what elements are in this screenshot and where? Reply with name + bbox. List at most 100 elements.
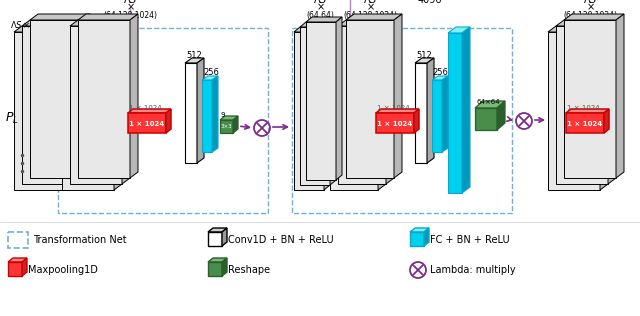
Polygon shape [306, 22, 336, 180]
Polygon shape [202, 76, 218, 80]
Text: 1 × 1024: 1 × 1024 [377, 105, 410, 111]
Text: 4096: 4096 [418, 0, 442, 5]
Text: (64,64): (64,64) [306, 11, 334, 20]
Polygon shape [386, 20, 394, 184]
Text: (64,128,1024): (64,128,1024) [343, 11, 397, 20]
Polygon shape [475, 108, 497, 130]
Polygon shape [346, 14, 402, 20]
Polygon shape [338, 26, 386, 184]
Polygon shape [22, 26, 74, 184]
Polygon shape [62, 26, 122, 32]
Polygon shape [14, 26, 74, 32]
Polygon shape [442, 76, 448, 152]
Polygon shape [222, 258, 227, 276]
Polygon shape [548, 32, 600, 190]
Polygon shape [448, 27, 470, 33]
Polygon shape [600, 26, 608, 190]
Polygon shape [114, 26, 122, 190]
Polygon shape [82, 14, 90, 178]
Polygon shape [564, 14, 624, 20]
Text: $\times$: $\times$ [586, 2, 595, 12]
Polygon shape [74, 20, 82, 184]
Polygon shape [556, 26, 608, 184]
Polygon shape [78, 20, 130, 178]
Polygon shape [202, 80, 212, 152]
Text: FC + BN + ReLU: FC + BN + ReLU [430, 235, 509, 245]
Text: $\times$: $\times$ [125, 2, 134, 12]
Polygon shape [30, 20, 82, 178]
Text: 9: 9 [221, 112, 225, 118]
Text: $P_L$: $P_L$ [5, 111, 19, 125]
Polygon shape [220, 120, 233, 133]
Text: $\times$: $\times$ [365, 2, 374, 12]
Polygon shape [604, 109, 609, 133]
Text: (64,128,1024): (64,128,1024) [563, 11, 617, 20]
Polygon shape [338, 20, 394, 26]
Text: 1 × 1024: 1 × 1024 [378, 121, 413, 127]
Text: Reshape: Reshape [228, 265, 270, 275]
Polygon shape [394, 14, 402, 178]
Text: 3×3: 3×3 [220, 125, 232, 130]
Polygon shape [330, 22, 336, 185]
Polygon shape [197, 58, 204, 163]
Text: 512: 512 [416, 51, 432, 60]
Polygon shape [185, 63, 197, 163]
Polygon shape [128, 109, 171, 113]
Text: 512: 512 [186, 51, 202, 60]
Polygon shape [300, 27, 330, 185]
Text: 1 × 1024: 1 × 1024 [566, 105, 599, 111]
Polygon shape [233, 116, 238, 133]
Polygon shape [300, 22, 336, 27]
Polygon shape [378, 26, 386, 190]
Polygon shape [62, 32, 114, 190]
Polygon shape [66, 26, 74, 190]
Polygon shape [70, 20, 130, 26]
Polygon shape [212, 76, 218, 152]
Polygon shape [70, 26, 122, 184]
Polygon shape [376, 113, 414, 133]
Polygon shape [566, 113, 604, 133]
Polygon shape [208, 228, 227, 232]
Polygon shape [497, 101, 505, 130]
Text: Maxpooling1D: Maxpooling1D [28, 265, 98, 275]
Polygon shape [336, 17, 342, 180]
Polygon shape [122, 20, 130, 184]
Text: $\times$: $\times$ [316, 2, 324, 12]
Text: Conv1D + BN + ReLU: Conv1D + BN + ReLU [228, 235, 333, 245]
Polygon shape [415, 63, 427, 163]
Polygon shape [14, 32, 66, 190]
Polygon shape [130, 14, 138, 178]
Polygon shape [306, 17, 342, 22]
Polygon shape [222, 228, 227, 246]
Polygon shape [294, 27, 330, 32]
Polygon shape [208, 262, 222, 276]
Polygon shape [220, 116, 238, 120]
Polygon shape [128, 113, 166, 133]
Text: $\Lambda S$: $\Lambda S$ [313, 0, 327, 5]
Text: 1 × 1024: 1 × 1024 [129, 105, 161, 111]
Polygon shape [78, 14, 138, 20]
Polygon shape [432, 76, 448, 80]
Polygon shape [346, 20, 394, 178]
Polygon shape [185, 58, 204, 63]
Polygon shape [294, 32, 324, 190]
Polygon shape [410, 228, 429, 232]
Polygon shape [548, 26, 608, 32]
Polygon shape [208, 258, 227, 262]
Polygon shape [427, 58, 434, 163]
Text: $\Lambda S$: $\Lambda S$ [363, 0, 377, 5]
Polygon shape [324, 27, 330, 190]
Polygon shape [330, 26, 386, 32]
Polygon shape [566, 109, 609, 113]
Text: $\Lambda S$: $\Lambda S$ [123, 0, 137, 5]
Polygon shape [432, 80, 442, 152]
Polygon shape [462, 27, 470, 193]
Polygon shape [330, 32, 378, 190]
Polygon shape [30, 14, 90, 20]
Polygon shape [608, 20, 616, 184]
Polygon shape [424, 228, 429, 246]
Polygon shape [22, 258, 27, 276]
Text: Transformation Net: Transformation Net [33, 235, 127, 245]
Text: 1 × 1024: 1 × 1024 [568, 121, 603, 127]
Polygon shape [475, 101, 505, 108]
